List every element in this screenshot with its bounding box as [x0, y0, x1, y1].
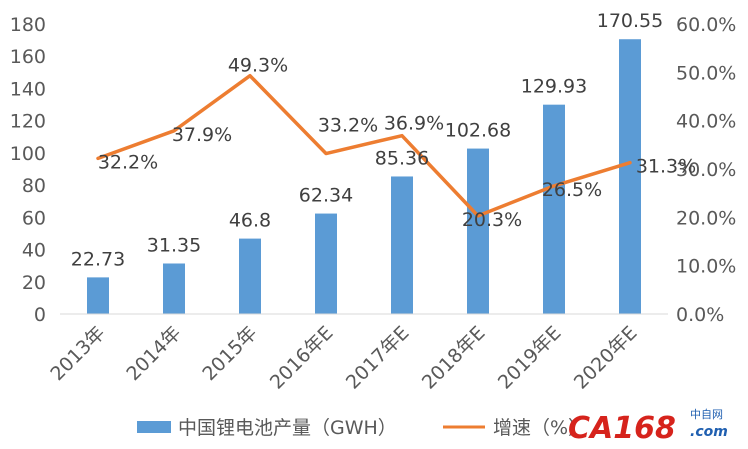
bar-data-labels: 22.73 31.35 46.8 62.34 85.36 102.68 129.93 170.… [71, 10, 663, 270]
bar-label-1: 31.35 [147, 234, 201, 256]
legend-bar-swatch [137, 421, 171, 433]
line-label-4: 36.9% [384, 113, 444, 135]
bar-7 [619, 39, 641, 314]
y-left-tick: 60 [22, 207, 46, 229]
x-tick-0: 2013年 [46, 322, 109, 385]
legend: 中国锂电池产量（GWH） 增速（%） [137, 417, 587, 439]
y-right-tick: 20.0% [676, 207, 736, 229]
bar-label-0: 22.73 [71, 248, 125, 270]
y-left-tick: 160 [10, 46, 46, 68]
y-left-tick: 120 [10, 111, 46, 133]
y-left-tick: 100 [10, 143, 46, 165]
line-label-2: 49.3% [228, 55, 288, 77]
bar-2 [239, 238, 261, 314]
x-tick-2: 2015年 [198, 322, 261, 385]
line-label-6: 26.5% [542, 179, 602, 201]
x-tick-1: 2014年 [122, 322, 185, 385]
line-label-5: 20.3% [462, 209, 522, 231]
y-right-tick: 60.0% [676, 14, 736, 36]
y-left-tick: 140 [10, 78, 46, 100]
y-left-tick: 80 [22, 175, 46, 197]
x-axis-ticks: 2013年 2014年 2015年 2016年E 2017年E 2018年E 2019年E 2… [46, 322, 641, 394]
x-tick-7: 2020年E [570, 322, 642, 394]
bar-label-3: 62.34 [299, 185, 353, 207]
watermark-brand-cn: 中自网 [690, 408, 723, 421]
watermark-logo: CA168 中自网 .com [568, 408, 728, 446]
line-label-0: 32.2% [98, 151, 158, 173]
y-right-tick: 0.0% [676, 304, 724, 326]
bar-label-6: 129.93 [521, 76, 587, 98]
bar-1 [163, 263, 185, 314]
x-tick-5: 2018年E [418, 322, 490, 394]
bar-0 [87, 277, 109, 314]
bar-3 [315, 213, 337, 314]
bar-5 [467, 148, 489, 314]
line-data-labels: 32.2% 37.9% 49.3% 33.2% 36.9% 20.3% 26.5% 31.3% [98, 55, 696, 231]
y-left-tick: 20 [22, 272, 46, 294]
bar-label-4: 85.36 [375, 147, 429, 169]
line-label-1: 37.9% [172, 124, 232, 146]
bar-series [87, 39, 641, 314]
bar-6 [543, 104, 565, 314]
y-right-tick: 30.0% [676, 159, 736, 181]
y-left-tick: 0 [34, 304, 46, 326]
line-series [96, 73, 632, 218]
watermark-site: .com [690, 424, 728, 440]
y-axis-left: 0 20 40 60 80 100 120 140 160 180 [10, 14, 46, 326]
x-tick-3: 2016年E [266, 322, 338, 394]
legend-bar-label: 中国锂电池产量（GWH） [178, 417, 397, 439]
y-right-tick: 10.0% [676, 256, 736, 278]
growth-line [96, 73, 632, 218]
line-label-3: 33.2% [318, 115, 378, 137]
y-left-tick: 40 [22, 240, 46, 262]
watermark-brand: CA168 [568, 411, 676, 446]
y-axis-right: 0.0% 10.0% 20.0% 30.0% 40.0% 50.0% 60.0% [676, 14, 736, 326]
bar-label-5: 102.68 [445, 120, 511, 142]
line-label-7: 31.3% [636, 156, 696, 178]
x-tick-6: 2019年E [494, 322, 566, 394]
x-tick-4: 2017年E [342, 322, 414, 394]
y-left-tick: 180 [10, 14, 46, 36]
bar-label-7: 170.55 [597, 10, 663, 32]
bar-label-2: 46.8 [229, 210, 271, 232]
bar-4 [391, 176, 413, 314]
legend-line-label: 增速（%） [493, 417, 587, 439]
y-right-tick: 40.0% [676, 111, 736, 133]
y-right-tick: 50.0% [676, 62, 736, 84]
